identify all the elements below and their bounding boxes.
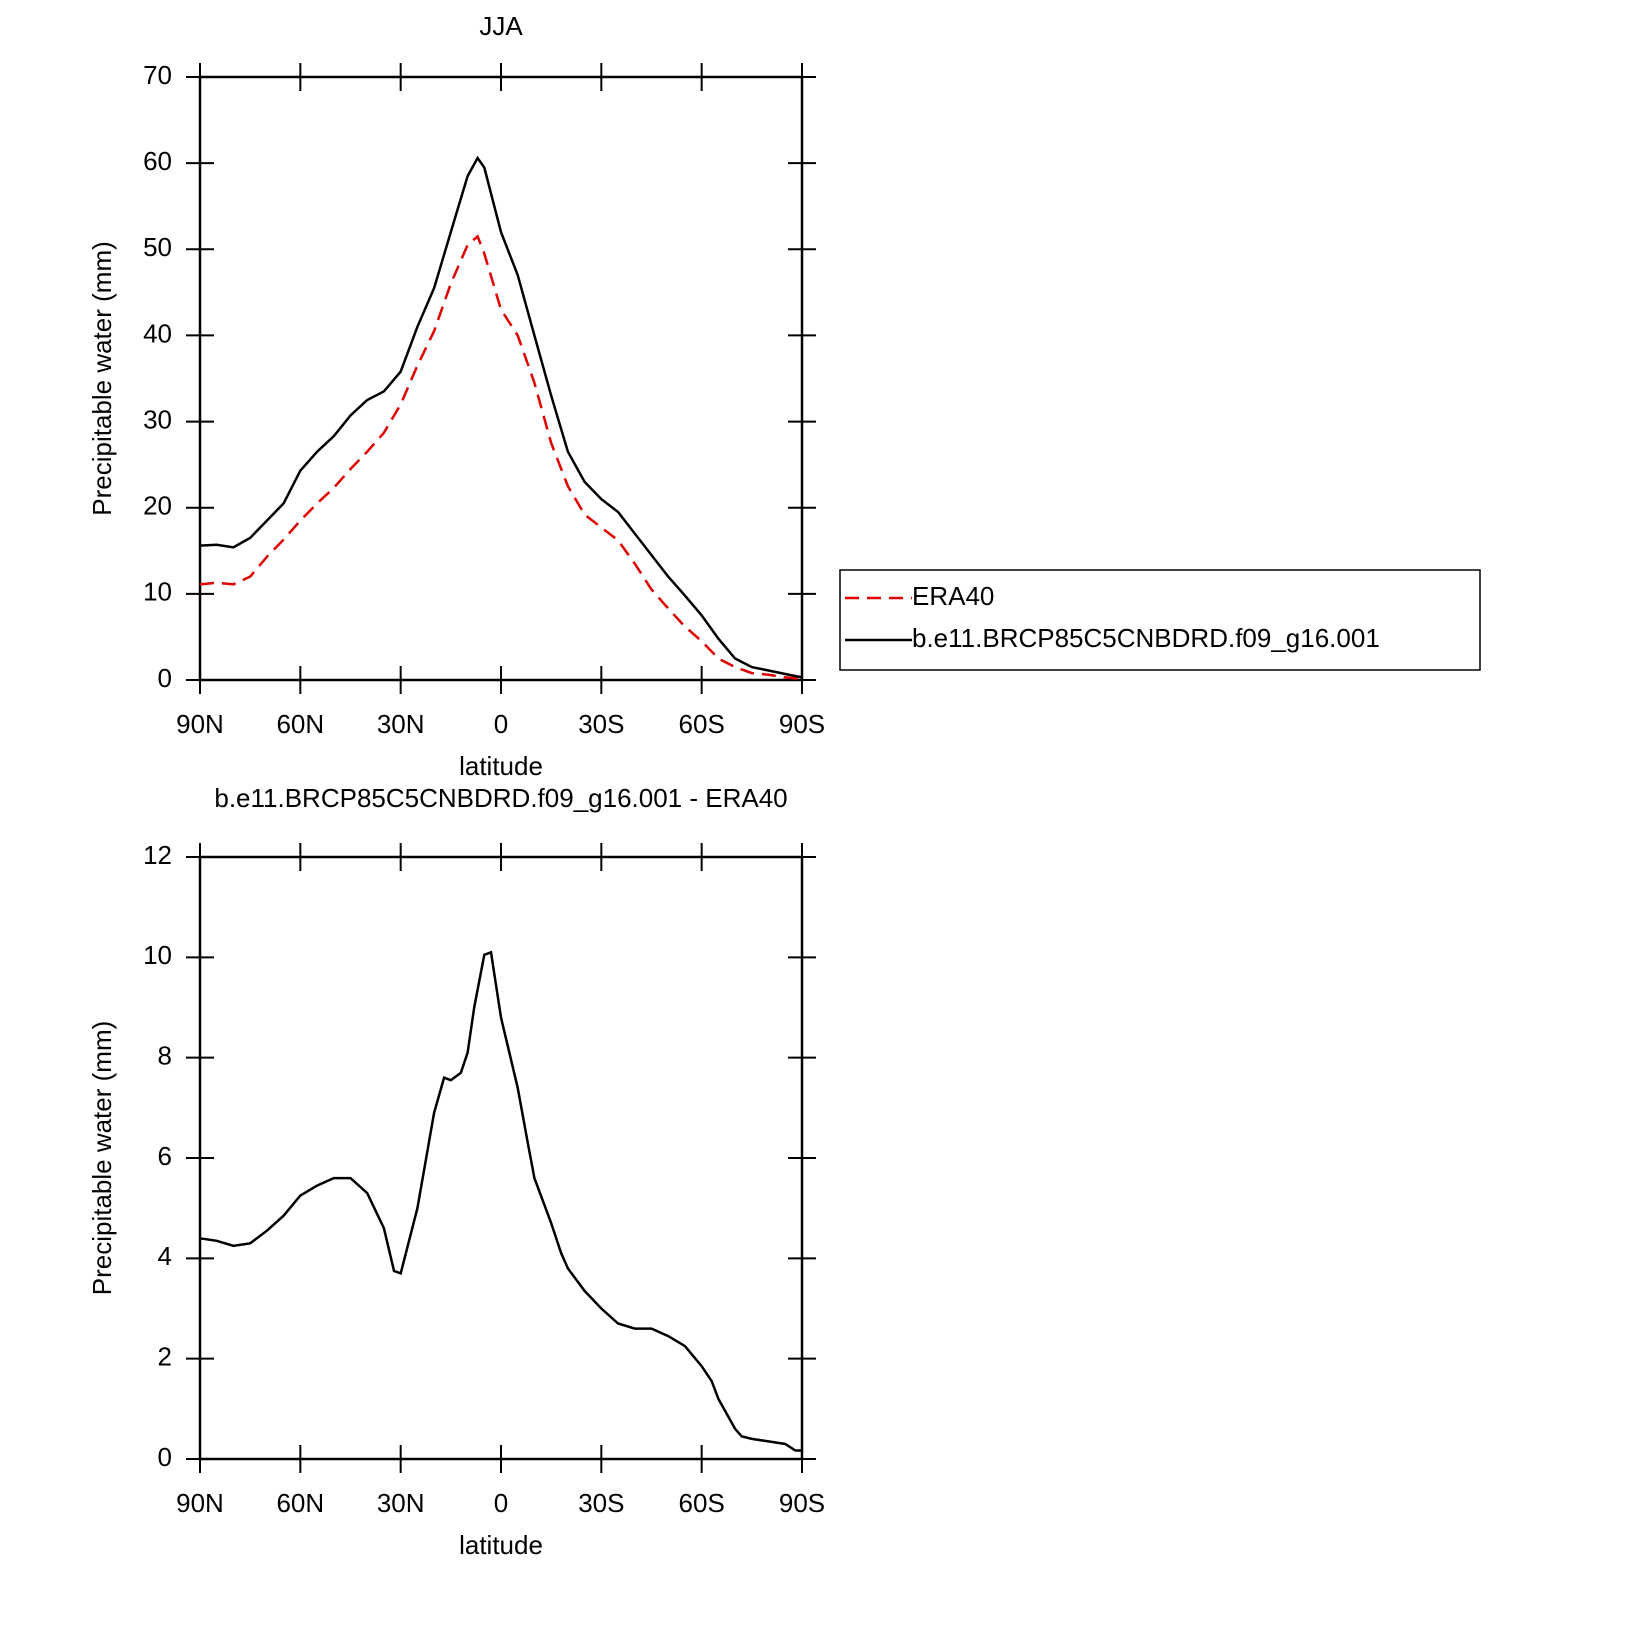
legend-label: ERA40 — [912, 581, 994, 611]
y-tick-label: 6 — [158, 1141, 172, 1171]
legend-label: b.e11.BRCP85C5CNBDRD.f09_g16.001 — [912, 623, 1380, 653]
y-tick-label: 50 — [143, 232, 172, 262]
y-tick-label: 2 — [158, 1342, 172, 1372]
x-tick-label: 60N — [276, 1488, 324, 1518]
y-tick-label: 20 — [143, 491, 172, 521]
x-tick-label: 0 — [494, 1488, 508, 1518]
x-tick-label: 90S — [779, 709, 825, 739]
x-tick-label: 0 — [494, 709, 508, 739]
y-tick-label: 0 — [158, 1442, 172, 1472]
y-tick-label: 12 — [143, 840, 172, 870]
legend-box — [839, 569, 1481, 671]
chart-title: b.e11.BRCP85C5CNBDRD.f09_g16.001 - ERA40 — [214, 783, 787, 813]
y-tick-label: 30 — [143, 404, 172, 434]
plot-frame — [198, 855, 804, 1461]
x-tick-label: 30N — [377, 709, 425, 739]
y-tick-label: 10 — [143, 577, 172, 607]
chart-title: JJA — [479, 11, 523, 41]
x-tick-label: 90N — [176, 1488, 224, 1518]
x-axis-label: latitude — [459, 751, 543, 781]
x-tick-label: 30N — [377, 1488, 425, 1518]
data-line — [199, 950, 802, 1452]
y-tick-label: 0 — [158, 663, 172, 693]
y-tick-label: 70 — [143, 60, 172, 90]
x-tick-label: 30S — [578, 709, 624, 739]
data-line — [199, 234, 803, 681]
x-tick-label: 60N — [276, 709, 324, 739]
y-axis-label: Precipitable water (mm) — [87, 241, 117, 516]
x-tick-label: 90S — [779, 1488, 825, 1518]
x-tick-label: 30S — [578, 1488, 624, 1518]
y-tick-label: 10 — [143, 940, 172, 970]
y-axis-label: Precipitable water (mm) — [87, 1021, 117, 1296]
y-tick-label: 4 — [158, 1241, 172, 1271]
y-tick-label: 40 — [143, 318, 172, 348]
y-tick-label: 60 — [143, 146, 172, 176]
x-tick-label: 60S — [679, 709, 725, 739]
data-line — [199, 155, 803, 679]
y-tick-label: 8 — [158, 1041, 172, 1071]
x-axis-label: latitude — [459, 1530, 543, 1560]
plot-frame — [198, 75, 804, 682]
x-tick-label: 90N — [176, 709, 224, 739]
x-tick-label: 60S — [679, 1488, 725, 1518]
